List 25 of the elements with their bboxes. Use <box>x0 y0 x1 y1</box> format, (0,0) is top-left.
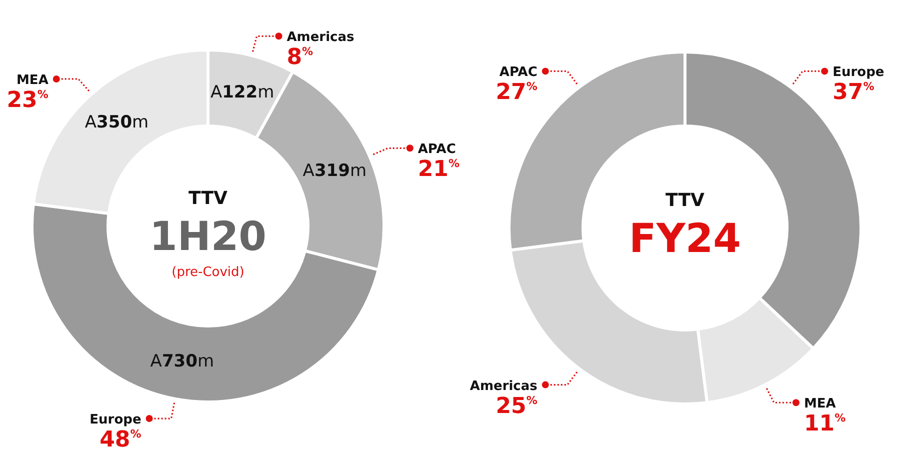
slice-label: APAC <box>499 65 538 80</box>
text: TTV <box>666 190 705 211</box>
text: A122m <box>210 82 274 102</box>
text: 1H20 <box>150 214 266 260</box>
data-label: 8$^{%}$ <box>286 45 314 70</box>
slice-label: Americas <box>286 30 355 46</box>
slice-label: MEA <box>804 396 836 412</box>
slice-label: MEA <box>16 72 48 88</box>
data-label: 37$^{%}$ <box>832 80 874 106</box>
slice-label: Americas <box>470 378 538 394</box>
data-label: 23$^{%}$ <box>6 88 48 113</box>
text: A350m <box>84 112 149 132</box>
text: TTV <box>188 188 228 209</box>
data-label: 27$^{%}$ <box>496 80 538 106</box>
text: FY24 <box>629 216 741 262</box>
data-label: 25$^{%}$ <box>496 394 538 419</box>
text: A319m <box>302 160 366 181</box>
data-label: 21$^{%}$ <box>418 157 460 182</box>
slice-label: Europe <box>90 412 142 428</box>
data-label: 11$^{%}$ <box>804 412 846 437</box>
slice-label: APAC <box>418 142 456 158</box>
text: (pre-Covid) <box>172 265 244 280</box>
slice-label: Europe <box>832 65 884 80</box>
text: A730m <box>150 351 214 372</box>
data-label: 48$^{%}$ <box>100 428 142 453</box>
